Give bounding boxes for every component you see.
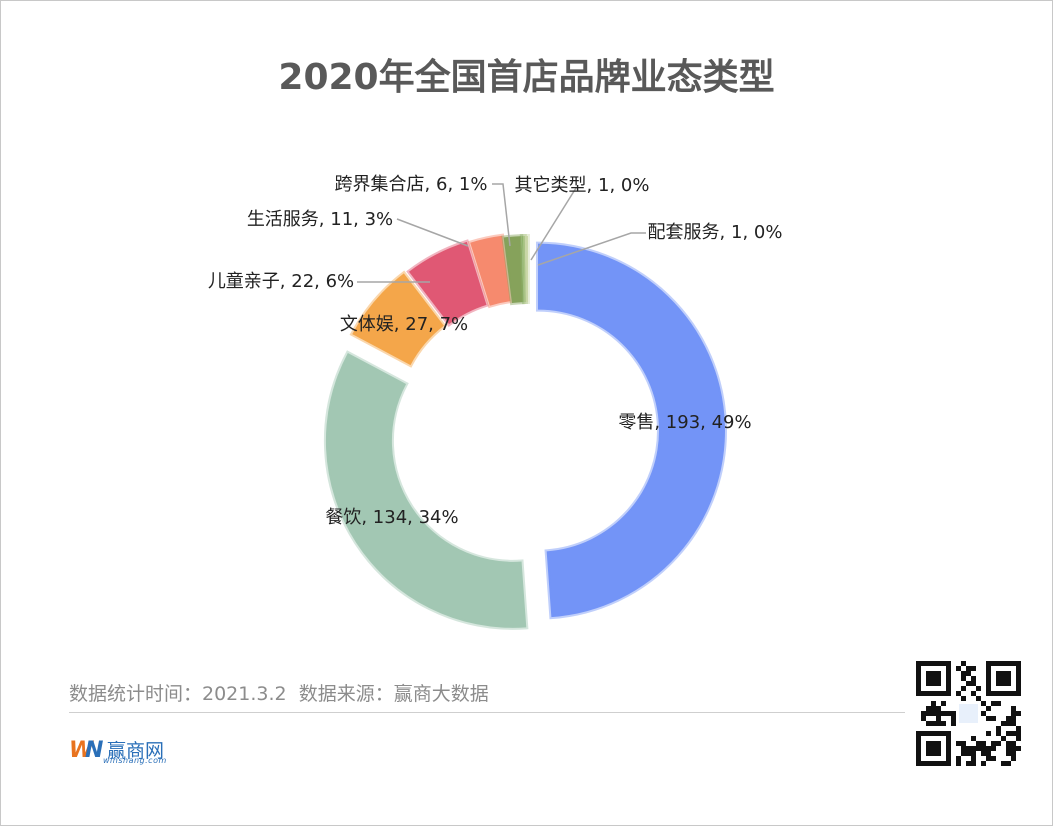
slice-2 — [323, 350, 529, 630]
data-label-7: 其它类型, 1, 0% — [515, 175, 650, 196]
winshang-logo: W N 赢商网 winshang.com — [69, 734, 167, 765]
data-label-6: 跨界集合店, 6, 1% — [335, 174, 488, 195]
logo-text: 赢商网 — [107, 740, 165, 762]
logo-mark-w: W — [69, 738, 94, 763]
slice-1 — [535, 241, 727, 620]
data-label-1: 零售, 193, 49% — [618, 412, 751, 433]
leader-line-5 — [396, 218, 469, 247]
footer-divider — [69, 712, 905, 713]
logo-mark-n: N — [85, 738, 104, 763]
data-label-2: 餐饮, 134, 34% — [325, 507, 458, 528]
data-label-4: 儿童亲子, 22, 6% — [208, 271, 354, 292]
logo-subtext: winshang.com — [103, 756, 167, 765]
qr-code-icon — [916, 661, 1021, 766]
leader-line-7 — [530, 187, 577, 261]
leader-line-6 — [492, 183, 511, 247]
slice-3 — [349, 270, 447, 368]
footer-source-text: 数据统计时间：2021.3.2 数据来源：赢商大数据 — [69, 683, 489, 705]
slice-4 — [406, 239, 489, 327]
leader-line-8 — [537, 232, 646, 266]
logo-mark-icon: W N — [69, 736, 107, 763]
chart-title: 2020年全国首店品牌业态类型 — [278, 57, 775, 98]
data-label-5: 生活服务, 11, 3% — [247, 209, 393, 230]
slice-8 — [522, 233, 530, 305]
slice-5 — [467, 233, 513, 309]
data-label-8: 配套服务, 1, 0% — [648, 222, 783, 243]
slice-7 — [519, 233, 528, 305]
data-label-3: 文体娱, 27, 7% — [340, 314, 468, 335]
